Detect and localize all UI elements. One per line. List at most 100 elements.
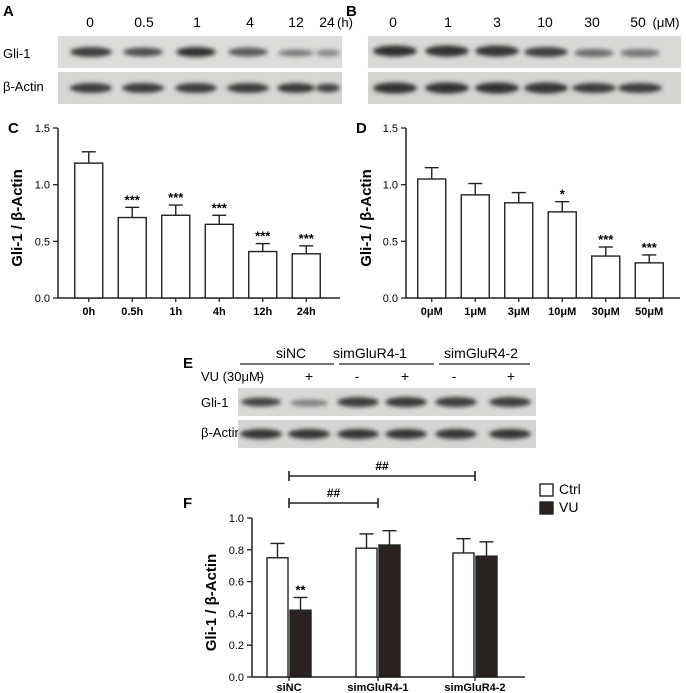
blot-e-treatment-label: VU (30μM): [201, 369, 264, 384]
blot-b-unit: (μM): [653, 15, 680, 30]
blot-band: [316, 83, 340, 93]
blot-band: [241, 397, 281, 407]
bar: [634, 262, 664, 299]
panel-letter-d: D: [356, 120, 367, 137]
blot-band: [425, 82, 469, 94]
panel-letter-e: E: [183, 355, 193, 372]
blot-band: [373, 82, 417, 94]
blot-a-row-label-actin: β-Actin: [3, 79, 44, 94]
significance-label: **: [295, 583, 306, 598]
blot-band: [176, 47, 216, 57]
y-tick-label: 0.2: [229, 640, 244, 652]
x-tick-label: 0μM: [421, 306, 443, 318]
blot-band: [620, 49, 660, 57]
comparison-label: ##: [327, 486, 341, 500]
blot-band: [435, 397, 477, 407]
legend-swatch: [539, 483, 554, 497]
blot-panel-e: siNC simGluR4-1 simGluR4-2 VU (30μM) - +…: [201, 345, 536, 448]
blot-a-lane-label: 4: [246, 14, 254, 30]
bar: [74, 162, 104, 299]
y-axis-label: Gli-1 / β-Actin: [358, 169, 375, 267]
blot-band: [337, 397, 379, 407]
blot-band: [489, 397, 531, 407]
bar: [161, 214, 191, 299]
blot-e-sign: +: [401, 368, 409, 384]
blot-e-group-label: siNC: [276, 345, 306, 361]
significance-label: ***: [212, 200, 228, 215]
y-tick-label: 0.5: [35, 236, 50, 248]
significance-label: ***: [642, 240, 658, 255]
blot-band: [524, 82, 568, 94]
blot-e-sign: -: [452, 368, 457, 384]
blot-a-lane-labels: 0 0.5 1 4 12 24 (h): [86, 14, 353, 30]
blot-b-lane-label: 50: [630, 14, 646, 30]
y-tick-label: 1.0: [35, 180, 50, 192]
y-tick-label: 1.5: [383, 123, 398, 135]
bar: [117, 216, 147, 299]
blot-band: [425, 45, 469, 57]
blot-band: [572, 83, 616, 93]
blot-b-lane-label: 30: [584, 14, 600, 30]
bar: [291, 253, 321, 299]
blot-band: [123, 47, 163, 57]
blot-band: [277, 83, 315, 93]
x-tick-label: 12h: [253, 306, 272, 318]
blot-band: [385, 429, 427, 439]
blot-e-group-label: simGluR4-1: [333, 345, 407, 361]
blot-band: [70, 83, 112, 93]
significance-label: *: [560, 187, 566, 202]
legend-label: Ctrl: [559, 481, 581, 497]
bar: [460, 194, 490, 299]
bar-ctrl: [452, 552, 475, 678]
blot-b-lane-label: 1: [444, 14, 452, 30]
blot-b-lane-label: 10: [537, 14, 553, 30]
blot-panel-b: 0 1 3 10 30 50 (μM): [368, 14, 681, 104]
blot-band: [288, 429, 330, 439]
panel-letter-a: A: [3, 3, 14, 20]
bar: [547, 211, 577, 299]
y-tick-label: 0.6: [229, 577, 244, 589]
y-tick-label: 1.0: [383, 180, 398, 192]
y-tick-label: 0.0: [35, 293, 50, 305]
x-tick-label: 0h: [82, 306, 95, 318]
significance-label: ***: [255, 229, 271, 244]
blot-a-lane-label: 0: [86, 14, 94, 30]
blot-band: [316, 49, 340, 57]
bar: [204, 223, 234, 299]
blot-b-lane-label: 3: [493, 14, 501, 30]
y-tick-label: 0.8: [229, 545, 244, 557]
blot-band: [373, 45, 417, 57]
blot-a-lane-label: 12: [288, 14, 304, 30]
bar: [248, 250, 278, 299]
bar: [417, 178, 447, 299]
blot-band: [70, 47, 112, 57]
blot-panel-a: 0 0.5 1 4 12 24 (h) Gli-1 β-Actin: [3, 14, 353, 104]
blot-band: [227, 83, 269, 93]
significance-label: ***: [125, 192, 141, 207]
x-tick-label: 1h: [169, 306, 182, 318]
x-tick-label: 10μM: [548, 306, 576, 318]
bar-ctrl: [355, 547, 378, 678]
x-tick-label: siNC: [276, 682, 301, 693]
blot-band: [524, 47, 568, 57]
blot-e-row-label-gli1: Gli-1: [201, 395, 228, 410]
x-tick-label: 50μM: [635, 306, 663, 318]
legend-label: VU: [559, 499, 578, 515]
blot-a-lane-label: 1: [193, 14, 201, 30]
chart-panel-f: 0.0 0.2 0.4 0.6 0.8 1.0 Gli-1 / β-Actin siNC sim…: [203, 459, 581, 693]
blot-band: [574, 49, 614, 57]
blot-e-sign: +: [507, 368, 515, 384]
blot-band: [337, 429, 379, 439]
panel-letter-b: B: [346, 3, 357, 20]
bar-vu: [475, 555, 498, 678]
blot-e-row-label-actin: β-Actin: [201, 425, 242, 440]
x-tick-label: 24h: [297, 306, 316, 318]
blot-band: [489, 429, 531, 439]
panel-letter-f: F: [183, 495, 192, 512]
significance-label: ***: [299, 231, 315, 246]
bar-ctrl: [266, 557, 289, 678]
blot-band: [290, 399, 328, 407]
x-tick-label: 30μM: [592, 306, 620, 318]
bar-vu: [378, 544, 401, 678]
